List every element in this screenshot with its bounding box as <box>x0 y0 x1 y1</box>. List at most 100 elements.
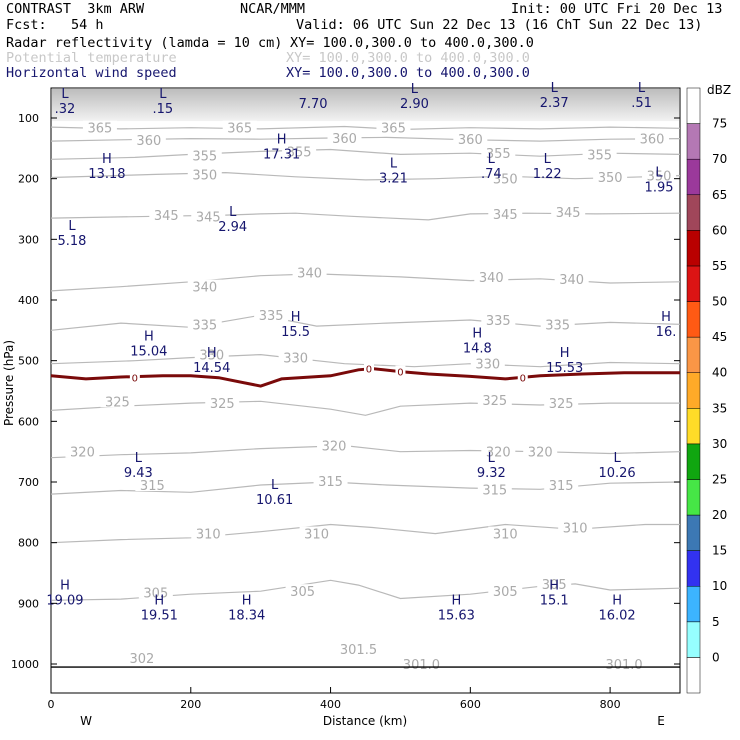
theta-label-bg <box>376 120 411 134</box>
theta-contour-line <box>50 314 681 331</box>
colorbar-bin <box>686 550 701 587</box>
y-tick-label: 700 <box>18 476 39 489</box>
theta-label-bg <box>593 169 628 183</box>
west-label: W <box>80 714 92 728</box>
colorbar-bin <box>686 621 701 658</box>
wind-extremum-type: H <box>560 346 570 361</box>
wind-extremum-type: H <box>144 330 154 345</box>
theta-contour-label: 320 <box>486 446 511 461</box>
theta-contour-label: 305 <box>143 586 168 601</box>
theta-contour-label: 310 <box>196 528 221 543</box>
y-tick-label: 900 <box>18 597 39 610</box>
wind-extremum-value: 16.02 <box>598 608 635 623</box>
y-tick-label: 1000 <box>11 658 39 671</box>
colorbar-level-label: 50 <box>712 295 727 309</box>
y-tick-label: 200 <box>18 173 39 186</box>
theta-contour-label: 301.5 <box>340 643 377 658</box>
theta-label-bg <box>285 584 320 598</box>
wind-extremum-type: H <box>102 152 112 167</box>
theta-contour-label: 350 <box>493 173 518 188</box>
theta-contour-label: 320 <box>528 446 553 461</box>
wind-extremum-type: H <box>291 310 301 325</box>
theta-contour-label: 355 <box>587 148 612 163</box>
wind-extremum-value: 15.63 <box>438 608 475 623</box>
colorbar-bin <box>686 479 701 516</box>
model-title: CONTRAST 3km ARW <box>6 1 145 17</box>
field-theta-xy: XY= 100.0,300.0 to 400.0,300.0 <box>286 50 530 66</box>
wind-extremum-type: H <box>154 593 164 608</box>
wind-extremum-value: 14.8 <box>463 342 492 357</box>
wind-extremum-type: L <box>68 219 76 234</box>
colorbar-level-label: 30 <box>712 437 727 451</box>
y-tick-label: 600 <box>18 415 39 428</box>
theta-contour-label: 301.0 <box>605 658 642 673</box>
field-wind-xy: XY= 100.0,300.0 to 400.0,300.0 <box>286 65 530 81</box>
reflectivity-contour-label: 0 <box>132 374 138 385</box>
theta-contour-label: 315 <box>549 479 574 494</box>
wind-extremum-type: L <box>551 81 559 96</box>
theta-contour-label: 345 <box>556 206 581 221</box>
colorbar-bin <box>686 443 701 480</box>
wind-extremum-type: L <box>61 87 69 102</box>
theta-label-bg <box>135 478 170 492</box>
wind-extremum-value: 18.34 <box>228 608 265 623</box>
y-tick-label: 800 <box>18 537 39 550</box>
colorbar-bin <box>686 372 701 409</box>
theta-label-bg <box>540 317 575 331</box>
theta-contour-label: 345 <box>493 208 518 223</box>
theta-contour-label: 340 <box>559 273 584 288</box>
colorbar-bin <box>686 585 701 623</box>
wind-extremum-type: H <box>451 593 461 608</box>
theta-label-bg <box>191 209 226 223</box>
theta-contour-label: 335 <box>545 318 570 333</box>
wind-extremum-type: H <box>612 593 622 608</box>
wind-extremum-value: 5.18 <box>57 234 86 249</box>
theta-label-bg <box>82 120 117 134</box>
theta-contour-label: 325 <box>482 394 507 409</box>
theta-label-bg <box>474 269 509 283</box>
wind-extremum-type: H <box>472 327 482 342</box>
wind-extremum-type: L <box>271 478 279 493</box>
x-axis-label: Distance (km) <box>323 714 407 728</box>
colorbar-level-label: 45 <box>712 330 727 344</box>
theta-contour-label: 355 <box>287 145 312 160</box>
theta-label-bg <box>477 393 512 407</box>
theta-contour-label: 325 <box>105 395 130 410</box>
theta-label-bg <box>544 396 579 410</box>
colorbar-bin <box>686 336 701 373</box>
colorbar-bin <box>686 87 701 124</box>
colorbar-level-label: 35 <box>712 401 727 415</box>
theta-label-bg <box>554 271 589 285</box>
wind-extremum-value: 1.95 <box>645 181 674 196</box>
colorbar-level-label: 70 <box>712 152 727 166</box>
top-shading <box>52 89 679 122</box>
wind-extremum-type: L <box>135 451 143 466</box>
theta-contour-line <box>50 444 681 459</box>
theta-contour-label: 340 <box>297 267 322 282</box>
theta-contour-label: 315 <box>482 483 507 498</box>
y-tick-label: 100 <box>18 112 39 125</box>
colorbar-bin <box>686 514 701 551</box>
colorbar-level-label: 15 <box>712 544 727 558</box>
theta-contour-label: 305 <box>542 578 567 593</box>
field-reflectivity-xy: XY= 100.0,300.0 to 400.0,300.0 <box>290 35 534 51</box>
theta-contour-line <box>50 353 681 368</box>
colorbar-level-label: 60 <box>712 223 727 237</box>
reflectivity-contour-label: 0 <box>397 368 403 379</box>
wind-extremum-type: L <box>411 82 419 97</box>
theta-label-bg <box>558 520 593 534</box>
theta-label-bg <box>470 356 505 370</box>
theta-contour-label: 355 <box>486 147 511 162</box>
wind-extremum-value: 19.09 <box>46 593 83 608</box>
x-tick-label: 800 <box>600 698 621 711</box>
wind-extremum-type: L <box>638 81 646 96</box>
theta-label-bg <box>191 526 226 540</box>
theta-label-bg <box>131 132 166 146</box>
wind-extremum-value: 14.54 <box>193 361 230 376</box>
wind-extremum-type: L <box>229 205 237 220</box>
theta-contour-line <box>50 579 681 601</box>
x-tick-label: 400 <box>320 698 341 711</box>
valid-time: Valid: 06 UTC Sun 22 Dec 13 (16 ChT Sun … <box>296 17 703 33</box>
theta-contour-label: 365 <box>227 122 252 137</box>
theta-contour-label: 345 <box>154 209 179 224</box>
